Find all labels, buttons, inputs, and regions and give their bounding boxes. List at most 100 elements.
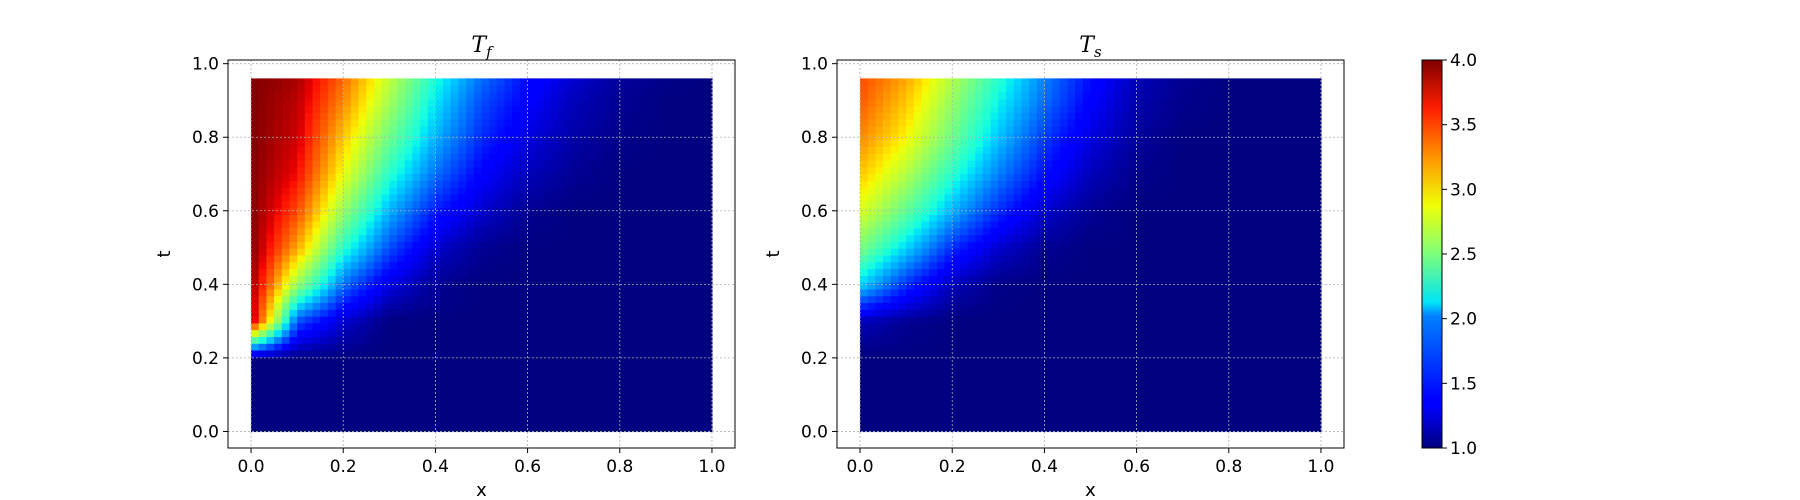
heatmap-cell [696,383,705,392]
heatmap-cell [1290,329,1299,337]
heatmap-cell [1267,417,1276,426]
heatmap-cell [404,322,413,331]
heatmap-cell [274,241,283,249]
heatmap-cell [435,146,444,154]
heatmap-cell [1213,316,1222,324]
heatmap-cell [1021,261,1030,270]
heatmap-cell [427,214,437,222]
heatmap-cell [450,85,460,93]
heatmap-cell [366,316,375,324]
heatmap-cell [1105,336,1115,344]
heatmap-cell [627,302,636,310]
heatmap-cell [343,411,352,419]
heatmap-cell [550,91,559,100]
heatmap-cell [550,173,559,181]
heatmap-cell [635,424,644,433]
heatmap-cell [921,322,930,331]
heatmap-cell [427,227,437,236]
heatmap-cell [596,309,606,317]
heatmap-cell [665,119,675,127]
heatmap-cell [1052,248,1061,256]
heatmap-cell [274,234,283,242]
heatmap-cell [573,268,582,276]
heatmap-cell [1036,241,1046,249]
heatmap-cell [412,98,421,107]
heatmap-cell [281,383,291,392]
heatmap-cell [650,417,659,426]
heatmap-cell [658,207,667,215]
heatmap-cell [1021,404,1030,412]
heatmap-cell [1259,390,1268,399]
heatmap-cell [1198,363,1207,371]
heatmap-cell [1059,363,1069,371]
heatmap-cell [489,214,498,222]
heatmap-cell [658,227,667,236]
heatmap-cell [397,261,406,270]
heatmap-cell [1297,302,1307,310]
heatmap-cell [251,268,260,276]
heatmap-cell [320,268,329,276]
heatmap-cell [867,329,877,337]
heatmap-cell [297,288,306,297]
heatmap-cell [650,254,659,263]
heatmap-cell [665,288,675,297]
heatmap-cell [704,105,713,113]
heatmap-cell [1190,241,1199,249]
heatmap-cell [1159,295,1168,304]
heatmap-cell [1151,417,1161,426]
heatmap-cell [312,275,321,283]
heatmap-cell [596,91,606,100]
heatmap-cell [573,91,582,100]
heatmap-cell [604,268,613,276]
heatmap-cell [335,295,344,304]
heatmap-cell [936,370,946,378]
heatmap-cell [1167,404,1176,412]
heatmap-cell [297,349,306,358]
heatmap-cell [673,363,682,371]
heatmap-cell [1259,336,1268,344]
heatmap-cell [251,282,260,290]
heatmap-cell [542,112,552,120]
heatmap-cell [550,411,559,419]
heatmap-cell [1029,295,1038,304]
heatmap-cell [335,411,344,419]
heatmap-cell [696,91,705,100]
heatmap-cell [450,356,460,365]
heatmap-cell [890,295,900,304]
heatmap-cell [1213,241,1222,249]
heatmap-cell [304,254,314,263]
heatmap-cell [1082,282,1092,290]
heatmap-cell [496,119,506,127]
heatmap-cell [281,180,291,188]
heatmap-cell [1175,248,1184,256]
heatmap-cell [1267,411,1276,419]
heatmap-cell [427,404,437,412]
heatmap-cell [581,302,590,310]
heatmap-cell [696,417,705,426]
heatmap-cell [967,349,976,358]
heatmap-cell [542,309,552,317]
heatmap-cell [635,356,644,365]
heatmap-cell [1036,424,1046,433]
heatmap-cell [443,234,452,242]
heatmap-cell [443,329,452,337]
heatmap-cell [427,173,437,181]
heatmap-cell [867,397,877,405]
heatmap-cell [366,112,375,120]
heatmap-cell [289,383,298,392]
heatmap-cell [688,295,698,304]
heatmap-cell [289,295,298,304]
heatmap-cell [519,139,529,147]
heatmap-cell [366,234,375,242]
heatmap-cell [1175,241,1184,249]
heatmap-cell [535,316,544,324]
heatmap-cell [397,349,406,358]
heatmap-cell [1128,241,1138,249]
heatmap-cell [504,417,513,426]
heatmap-cell [1113,322,1122,331]
heatmap-cell [1159,349,1168,358]
heatmap-cell [358,261,367,270]
heatmap-cell [642,105,652,113]
heatmap-cell [274,207,283,215]
heatmap-cell [1282,363,1291,371]
